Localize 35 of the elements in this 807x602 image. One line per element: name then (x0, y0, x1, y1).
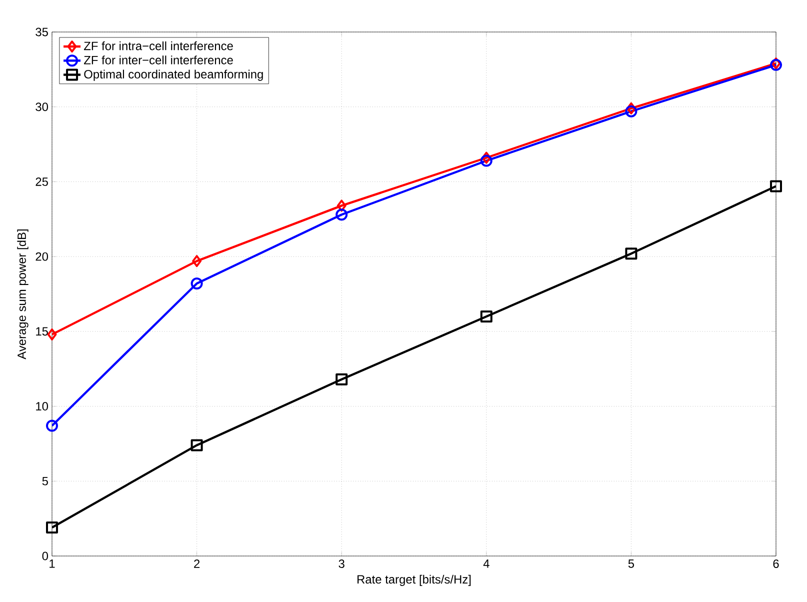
legend-label: ZF for intra−cell interference (84, 41, 233, 50)
x-tick-label: 6 (773, 560, 779, 568)
x-tick-label: 3 (338, 560, 344, 568)
y-tick-label: 5 (42, 476, 48, 486)
y-tick-label: 15 (36, 327, 48, 336)
y-tick-label: 25 (36, 177, 48, 186)
point (770, 180, 782, 192)
legend-label: ZF for inter−cell interference (84, 56, 233, 64)
point (626, 102, 636, 114)
point (480, 310, 492, 322)
y-tick-label: 35 (36, 28, 48, 36)
x-tick-label: 1 (50, 560, 55, 568)
point (625, 105, 638, 118)
point (336, 200, 346, 212)
x-tick-label: 4 (483, 560, 490, 568)
y-axis-title: Average sum power [dB] (17, 230, 28, 360)
x-axis-title: Rate target [bits/s/Hz] (358, 574, 471, 586)
point (190, 439, 203, 452)
x-tick-label: 2 (194, 560, 200, 568)
point (46, 522, 58, 534)
point (482, 152, 492, 164)
point (46, 420, 58, 432)
y-tick-label: 0 (42, 552, 48, 560)
point (192, 255, 202, 268)
point (47, 328, 57, 340)
legend-label: Optimal coordinated beamforming (84, 70, 263, 81)
y-tick-label: 10 (36, 402, 48, 411)
point (480, 154, 492, 167)
point (336, 208, 348, 221)
point (625, 248, 638, 260)
point (190, 278, 203, 290)
y-tick-label: 20 (36, 252, 48, 261)
y-tick-label: 30 (36, 102, 48, 112)
x-tick-label: 5 (628, 560, 634, 568)
point (336, 373, 348, 386)
